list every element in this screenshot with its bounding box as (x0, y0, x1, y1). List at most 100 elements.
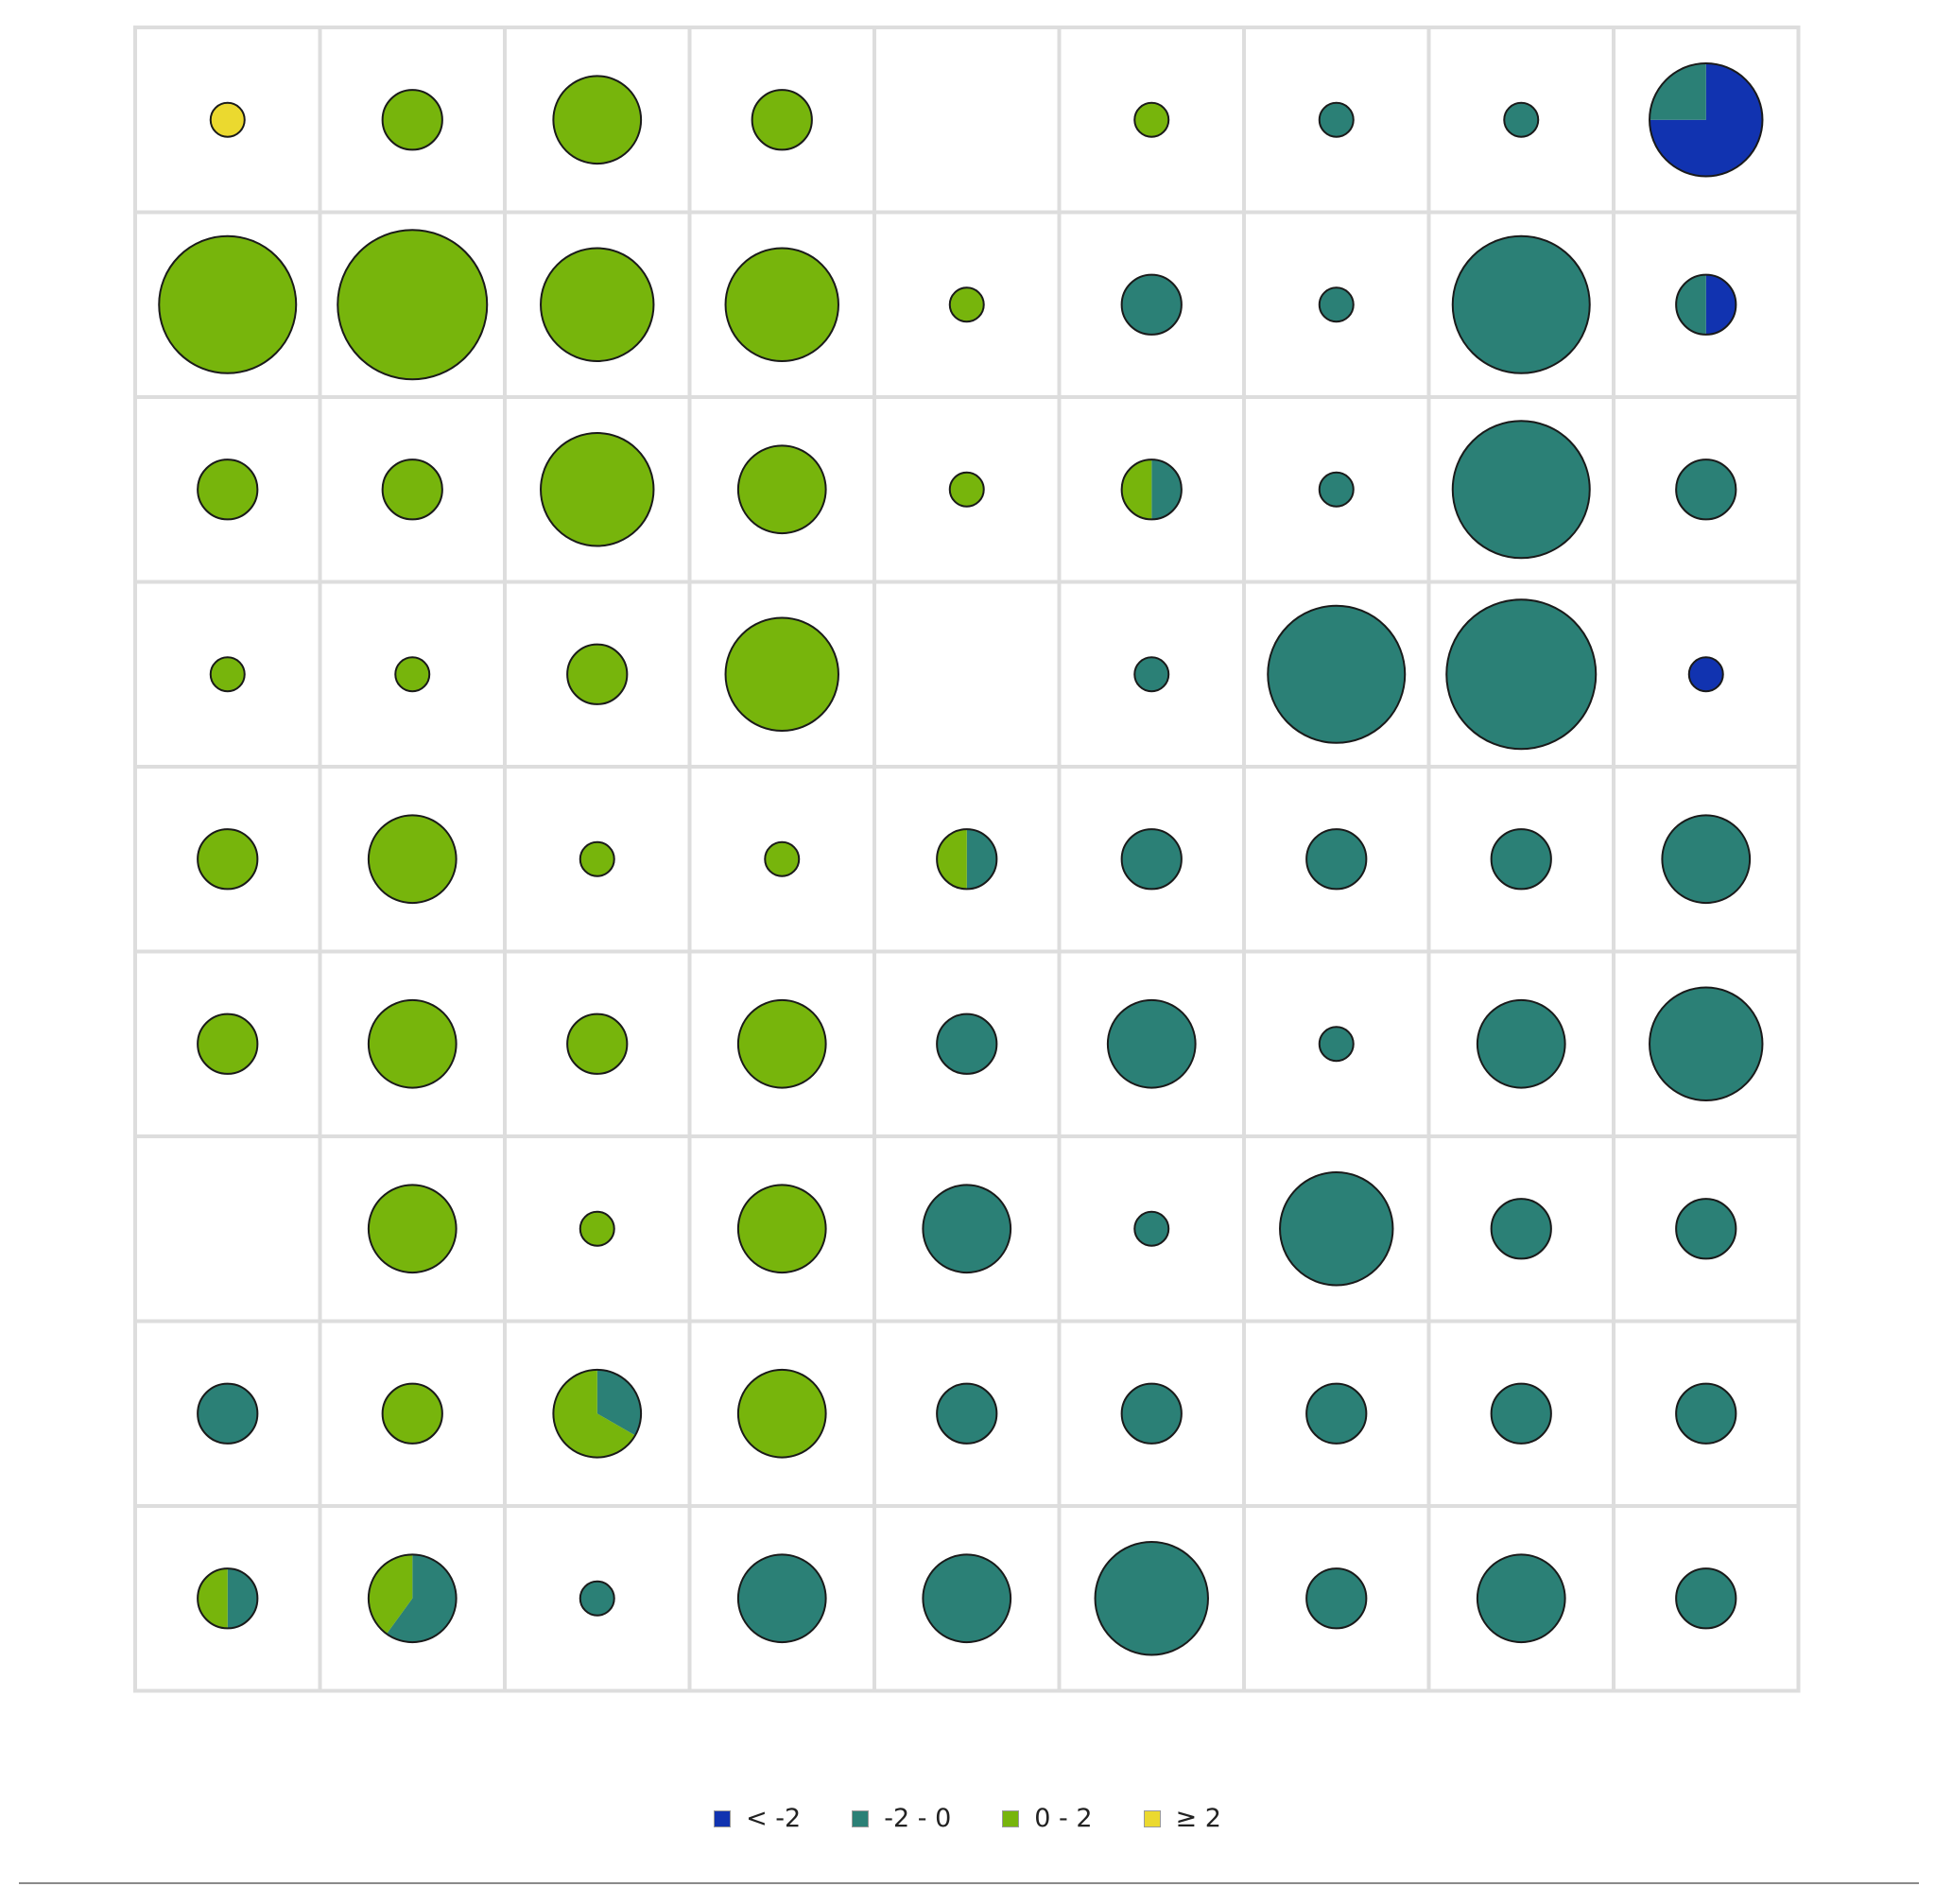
pie-cell[interactable] (1675, 1382, 1737, 1445)
pie-cell[interactable] (394, 656, 431, 693)
pie-cell[interactable] (1649, 62, 1764, 178)
pie-outline (936, 828, 998, 891)
pie-cell[interactable] (197, 459, 259, 521)
pie-cell[interactable] (197, 1567, 259, 1630)
pie-slice (209, 656, 246, 693)
pie-cell[interactable] (751, 89, 813, 151)
pie-slice (367, 1184, 458, 1274)
pie-cell[interactable] (1120, 273, 1183, 336)
pie-slice (1650, 63, 1763, 177)
pie-cell[interactable] (540, 247, 655, 362)
pie-cell[interactable] (1120, 828, 1183, 891)
pie-cell[interactable] (736, 998, 827, 1089)
pie-cell[interactable] (1675, 1198, 1737, 1260)
pie-cell[interactable] (579, 1210, 615, 1247)
pie-slice (337, 229, 489, 381)
pie-cell[interactable] (1675, 273, 1737, 336)
pie-cell[interactable] (936, 828, 998, 891)
pie-cell[interactable] (1476, 1553, 1566, 1644)
pie-cell[interactable] (1318, 101, 1355, 138)
pie-cell[interactable] (540, 432, 655, 547)
pie-slice (1305, 1567, 1368, 1630)
pie-cell[interactable] (1490, 1382, 1552, 1445)
pie-cell[interactable] (1445, 598, 1598, 751)
pie-cell[interactable] (1451, 234, 1591, 374)
pie-cell[interactable] (337, 229, 489, 381)
pie-cell[interactable] (381, 1382, 443, 1445)
pie-cell[interactable] (552, 75, 643, 165)
pie-cell[interactable] (566, 1013, 629, 1075)
pie-cell[interactable] (936, 1382, 998, 1445)
pie-cell[interactable] (381, 459, 443, 521)
pie-cell[interactable] (736, 1184, 827, 1274)
pie-cell[interactable] (1133, 101, 1170, 138)
pie-cell[interactable] (936, 1013, 998, 1075)
pie-cell[interactable] (209, 656, 246, 693)
pie-cell[interactable] (209, 101, 246, 138)
pie-cell[interactable] (1503, 101, 1540, 138)
pie-slice (948, 471, 985, 508)
pie-cell[interactable] (1133, 656, 1170, 693)
pie-slice (937, 829, 967, 890)
pie-cell[interactable] (1649, 986, 1764, 1101)
pie-cell[interactable] (724, 616, 839, 732)
pie-cell[interactable] (1318, 286, 1355, 323)
pie-cell[interactable] (1318, 1026, 1355, 1063)
pie-cell[interactable] (1133, 1210, 1170, 1247)
pie-cell[interactable] (736, 444, 827, 535)
pie-cell[interactable] (948, 471, 985, 508)
pie-cell[interactable] (579, 840, 615, 877)
pie-cell[interactable] (197, 828, 259, 891)
pie-cell[interactable] (1305, 1567, 1368, 1630)
pie-cell[interactable] (1120, 1382, 1183, 1445)
grid (133, 26, 1801, 1693)
pie-cell[interactable] (948, 286, 985, 323)
pie-slice (736, 444, 827, 535)
pie-outline (1120, 459, 1183, 521)
pie-slice (1133, 1210, 1170, 1247)
pie-cell[interactable] (922, 1184, 1012, 1274)
pie-cell[interactable] (158, 234, 298, 374)
pie-cell[interactable] (764, 840, 801, 877)
pie-cell[interactable] (197, 1382, 259, 1445)
pie-cell[interactable] (381, 89, 443, 151)
pie-cell[interactable] (1451, 420, 1591, 560)
pie-cell[interactable] (566, 643, 629, 705)
pie-cell[interactable] (1490, 1198, 1552, 1260)
pie-cell[interactable] (579, 1580, 615, 1617)
pie-cell[interactable] (367, 1184, 458, 1274)
pie-cell[interactable] (1094, 1541, 1209, 1656)
pie-cell[interactable] (1661, 814, 1752, 905)
pie-cell[interactable] (552, 1368, 643, 1459)
pie-cell[interactable] (736, 1553, 827, 1644)
pie-slice (394, 656, 431, 693)
pie-cell[interactable] (1267, 604, 1407, 744)
legend-item-neg2-0: -2 - 0 (852, 1804, 951, 1833)
pie-cell[interactable] (1106, 998, 1197, 1089)
pie-cell[interactable] (367, 1553, 458, 1644)
pie-cell[interactable] (1305, 1382, 1368, 1445)
pie-cell[interactable] (1675, 1567, 1737, 1630)
pie-cell[interactable] (1305, 828, 1368, 891)
pie-cell[interactable] (1279, 1171, 1394, 1287)
pie-cell[interactable] (724, 247, 839, 362)
pie-slice (736, 1184, 827, 1274)
pie-cell[interactable] (367, 998, 458, 1089)
pie-slice (1267, 604, 1407, 744)
pie-cell[interactable] (1476, 998, 1566, 1089)
pie-cell[interactable] (367, 814, 458, 905)
pie-cell[interactable] (1120, 459, 1183, 521)
pie-cell[interactable] (197, 1013, 259, 1075)
pie-slice (197, 828, 259, 891)
pie-cell[interactable] (1318, 471, 1355, 508)
pie-cell[interactable] (1675, 459, 1737, 521)
pie-cell[interactable] (922, 1553, 1012, 1644)
pie-outline (197, 1567, 259, 1630)
pie-slice (1649, 986, 1764, 1101)
pie-cell[interactable] (1490, 828, 1552, 891)
pie-slice (1675, 1382, 1737, 1445)
pie-cell[interactable] (1687, 656, 1724, 693)
pie-cell[interactable] (736, 1368, 827, 1459)
pie-slice (1106, 998, 1197, 1089)
